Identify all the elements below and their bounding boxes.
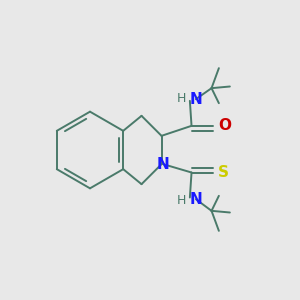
Text: N: N xyxy=(190,192,202,207)
Text: N: N xyxy=(157,157,169,172)
Text: H: H xyxy=(177,92,186,105)
Text: H: H xyxy=(177,194,186,207)
Text: O: O xyxy=(218,118,231,133)
Text: S: S xyxy=(218,165,229,180)
Text: N: N xyxy=(190,92,202,107)
